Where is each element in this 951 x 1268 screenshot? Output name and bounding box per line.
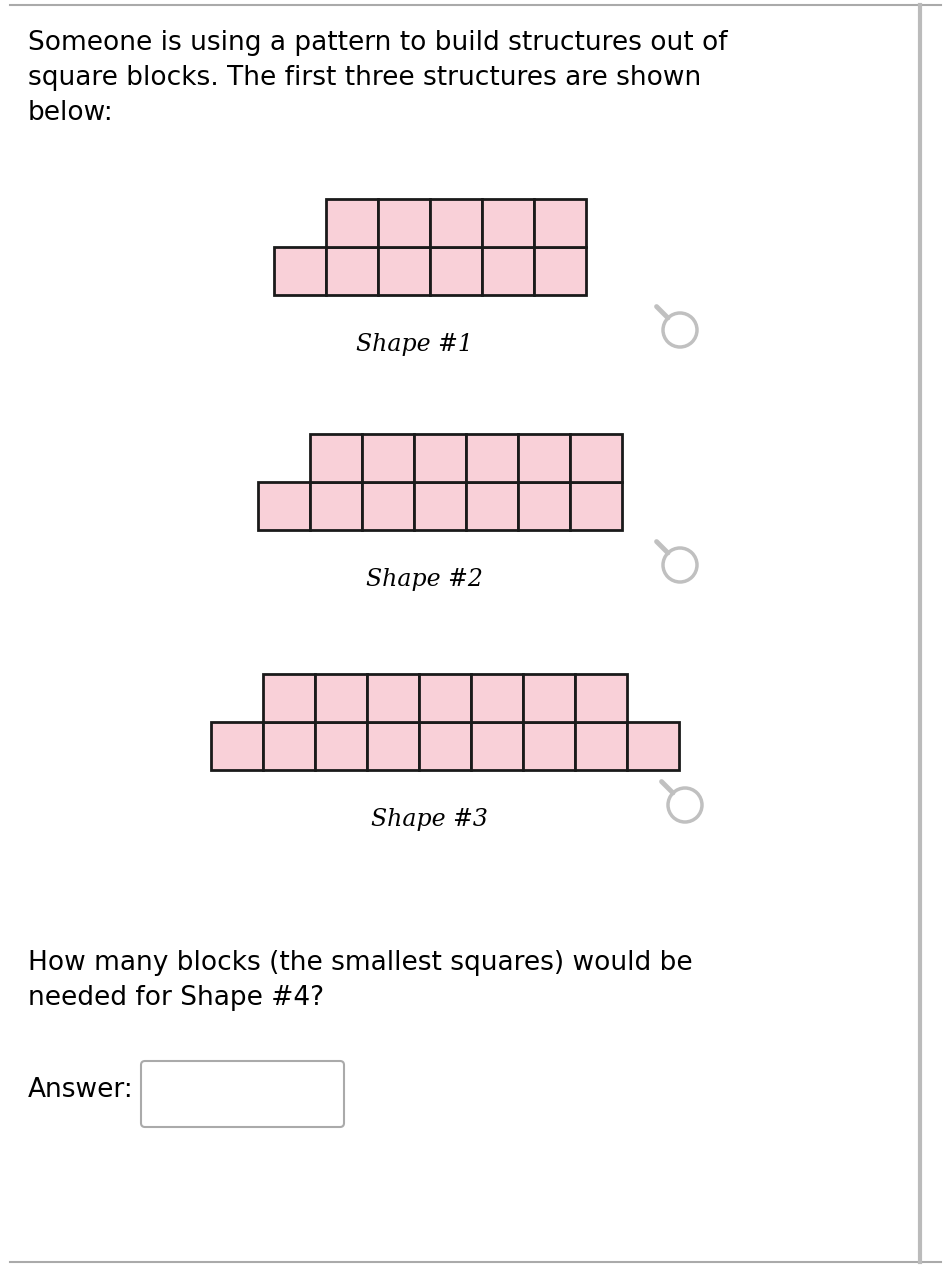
Bar bbox=[627, 721, 679, 770]
Bar bbox=[419, 721, 471, 770]
Bar bbox=[575, 721, 627, 770]
Bar bbox=[523, 675, 575, 721]
Bar bbox=[378, 199, 430, 247]
Text: Shape #1: Shape #1 bbox=[356, 333, 473, 356]
Bar bbox=[326, 199, 378, 247]
Bar bbox=[534, 199, 586, 247]
Bar bbox=[471, 675, 523, 721]
Bar bbox=[466, 482, 518, 530]
Bar bbox=[315, 675, 367, 721]
Bar bbox=[263, 721, 315, 770]
Bar bbox=[315, 721, 367, 770]
Bar bbox=[482, 247, 534, 295]
Text: Someone is using a pattern to build structures out of
square blocks. The first t: Someone is using a pattern to build stru… bbox=[28, 30, 728, 126]
Bar bbox=[274, 247, 326, 295]
Text: Shape #2: Shape #2 bbox=[366, 568, 483, 591]
Text: Shape #3: Shape #3 bbox=[371, 808, 488, 831]
Bar bbox=[367, 721, 419, 770]
FancyBboxPatch shape bbox=[141, 1061, 344, 1127]
Bar bbox=[258, 482, 310, 530]
Bar bbox=[575, 675, 627, 721]
Bar bbox=[414, 434, 466, 482]
Text: How many blocks (the smallest squares) would be
needed for Shape #4?: How many blocks (the smallest squares) w… bbox=[28, 950, 692, 1011]
Bar bbox=[310, 434, 362, 482]
Bar bbox=[430, 247, 482, 295]
Bar bbox=[326, 247, 378, 295]
Bar bbox=[518, 434, 570, 482]
Bar bbox=[430, 199, 482, 247]
Bar bbox=[570, 482, 622, 530]
Bar bbox=[414, 482, 466, 530]
Bar bbox=[211, 721, 263, 770]
Bar bbox=[367, 675, 419, 721]
Bar bbox=[471, 721, 523, 770]
Bar bbox=[523, 721, 575, 770]
Bar bbox=[362, 482, 414, 530]
Bar bbox=[466, 434, 518, 482]
Bar bbox=[534, 247, 586, 295]
Bar bbox=[362, 434, 414, 482]
Bar bbox=[263, 675, 315, 721]
Bar bbox=[378, 247, 430, 295]
Bar bbox=[570, 434, 622, 482]
Bar bbox=[482, 199, 534, 247]
Text: Answer:: Answer: bbox=[28, 1077, 134, 1103]
Bar bbox=[518, 482, 570, 530]
Bar bbox=[310, 482, 362, 530]
Bar bbox=[419, 675, 471, 721]
